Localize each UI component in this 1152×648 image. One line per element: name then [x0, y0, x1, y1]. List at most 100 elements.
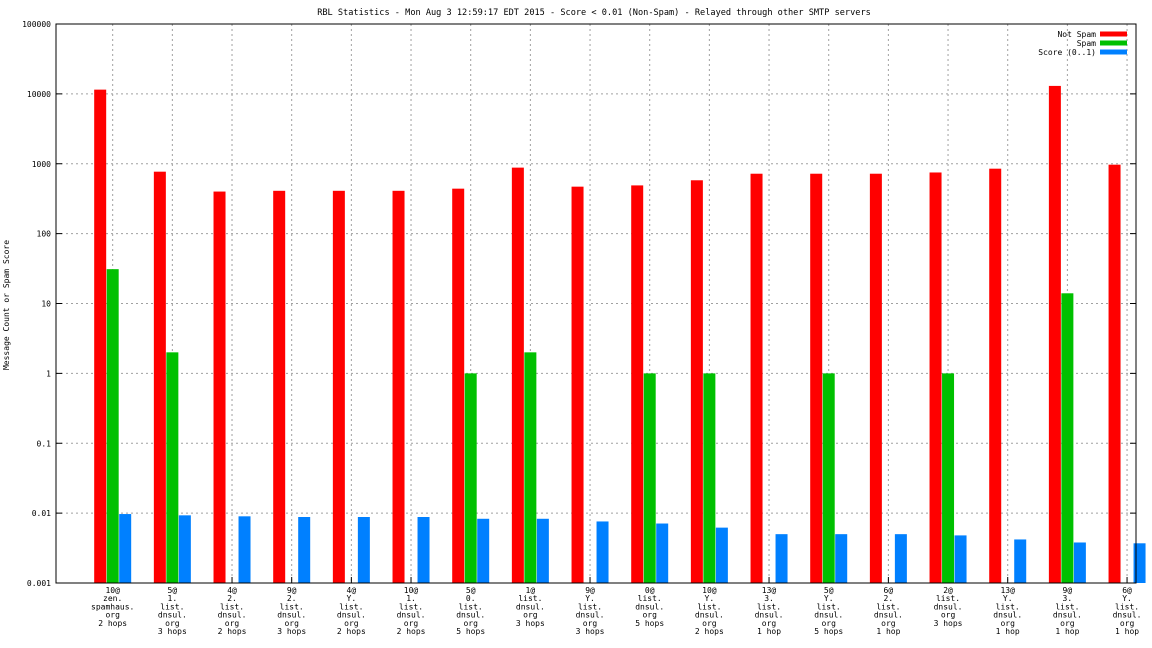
y-tick-label: 100: [37, 230, 52, 239]
legend-swatch: [1100, 40, 1127, 46]
x-tick-label: dnsul.: [456, 611, 485, 620]
x-tick-label: org: [821, 619, 836, 628]
bar-spam: [106, 269, 119, 583]
x-tick-label: 1.: [406, 594, 416, 603]
bar-score-0-1: [894, 534, 907, 583]
bar-not-spam: [392, 190, 405, 583]
bar-score-0-1: [775, 534, 788, 583]
x-tick-label: 0@: [645, 586, 655, 595]
x-tick-label: list.: [339, 602, 363, 611]
x-tick-label: 5@: [466, 586, 476, 595]
bar-score-0-1: [954, 535, 967, 583]
x-tick-label: dnsul.: [755, 611, 784, 620]
y-axis-label: Message Count or Spam Score: [2, 240, 11, 370]
x-tick-label: 5 hops: [814, 627, 843, 636]
bar-not-spam: [929, 172, 942, 583]
bar-score-0-1: [656, 523, 669, 583]
x-tick-label: dnsul.: [397, 611, 426, 620]
x-tick-label: Y.: [347, 594, 357, 603]
x-tick-label: 1 hop: [757, 627, 781, 636]
bar-score-0-1: [835, 534, 848, 583]
x-tick-label: dnsul.: [516, 602, 545, 611]
x-tick-label: list.: [160, 602, 184, 611]
x-tick-label: 3 hops: [158, 627, 187, 636]
x-tick-label: 1 hop: [1115, 627, 1139, 636]
x-tick-label: Y.: [824, 594, 834, 603]
legend-swatch: [1100, 49, 1127, 55]
bar-spam: [166, 352, 179, 583]
bar-score-0-1: [238, 516, 251, 583]
x-tick-label: 2 hops: [98, 619, 127, 628]
bar-not-spam: [511, 167, 524, 583]
x-tick-label: list.: [638, 594, 662, 603]
x-tick-label: zen.: [103, 594, 122, 603]
x-tick-label: 4@: [227, 586, 237, 595]
bar-score-0-1: [477, 518, 490, 583]
x-tick-label: 0.: [466, 594, 476, 603]
x-tick-label: 6@: [1122, 586, 1132, 595]
x-tick-label: list.: [1055, 602, 1079, 611]
bar-not-spam: [452, 188, 465, 583]
x-tick-label: 3.: [764, 594, 774, 603]
x-tick-label: list.: [399, 602, 423, 611]
x-tick-label: dnsul.: [635, 602, 664, 611]
x-tick-label: list.: [459, 602, 483, 611]
x-tick-label: list.: [280, 602, 304, 611]
y-tick-label: 10000: [27, 90, 51, 99]
x-tick-label: 1.: [168, 594, 178, 603]
x-tick-label: dnsul.: [934, 602, 963, 611]
bar-score-0-1: [298, 517, 311, 583]
x-tick-label: 6@: [884, 586, 894, 595]
y-tick-label: 0.001: [27, 579, 51, 588]
x-tick-label: 3 hops: [934, 619, 963, 628]
x-tick-label: dnsul.: [695, 611, 724, 620]
bar-not-spam: [869, 173, 882, 584]
x-tick-label: 13@: [1000, 586, 1015, 595]
x-tick-label: org: [284, 619, 299, 628]
x-tick-label: 3.: [1063, 594, 1073, 603]
x-tick-label: org: [881, 619, 896, 628]
x-tick-label: 10@: [404, 586, 419, 595]
x-tick-label: dnsul.: [993, 611, 1022, 620]
x-tick-label: list.: [697, 602, 721, 611]
x-tick-label: dnsul.: [1053, 611, 1082, 620]
x-tick-label: dnsul.: [218, 611, 247, 620]
bar-score-0-1: [1133, 543, 1146, 583]
legend-label: Spam: [1077, 39, 1096, 48]
x-tick-label: 10@: [105, 586, 120, 595]
x-tick-label: 2@: [943, 586, 953, 595]
x-tick-label: 10@: [702, 586, 717, 595]
bar-not-spam: [332, 190, 345, 583]
x-tick-label: Y.: [1122, 594, 1132, 603]
bar-score-0-1: [417, 517, 430, 583]
x-tick-label: 3 hops: [576, 627, 605, 636]
bar-not-spam: [989, 168, 1002, 583]
x-tick-label: org: [1000, 619, 1015, 628]
bar-not-spam: [810, 173, 823, 584]
legend-swatch: [1100, 31, 1127, 37]
bar-score-0-1: [1073, 542, 1086, 583]
bar-score-0-1: [596, 521, 609, 583]
bar-not-spam: [690, 180, 703, 584]
x-tick-label: 4@: [347, 586, 357, 595]
x-tick-label: 3 hops: [277, 627, 306, 636]
bar-spam: [524, 352, 537, 583]
x-tick-label: org: [463, 619, 478, 628]
x-tick-label: 5 hops: [635, 619, 664, 628]
x-tick-label: 5@: [824, 586, 834, 595]
bar-score-0-1: [1014, 539, 1027, 583]
bar-not-spam: [1108, 164, 1121, 584]
legend-label: Score (0..1): [1038, 48, 1096, 57]
bar-spam: [703, 373, 716, 583]
bar-not-spam: [571, 186, 584, 583]
x-tick-label: 1 hop: [996, 627, 1020, 636]
x-tick-label: list.: [220, 602, 244, 611]
x-tick-label: list.: [817, 602, 841, 611]
y-tick-label: 10: [41, 300, 51, 309]
bar-not-spam: [213, 191, 226, 583]
x-tick-label: org: [702, 619, 717, 628]
x-tick-label: 2.: [287, 594, 297, 603]
x-tick-label: list.: [1115, 602, 1139, 611]
x-tick-label: 13@: [762, 586, 777, 595]
